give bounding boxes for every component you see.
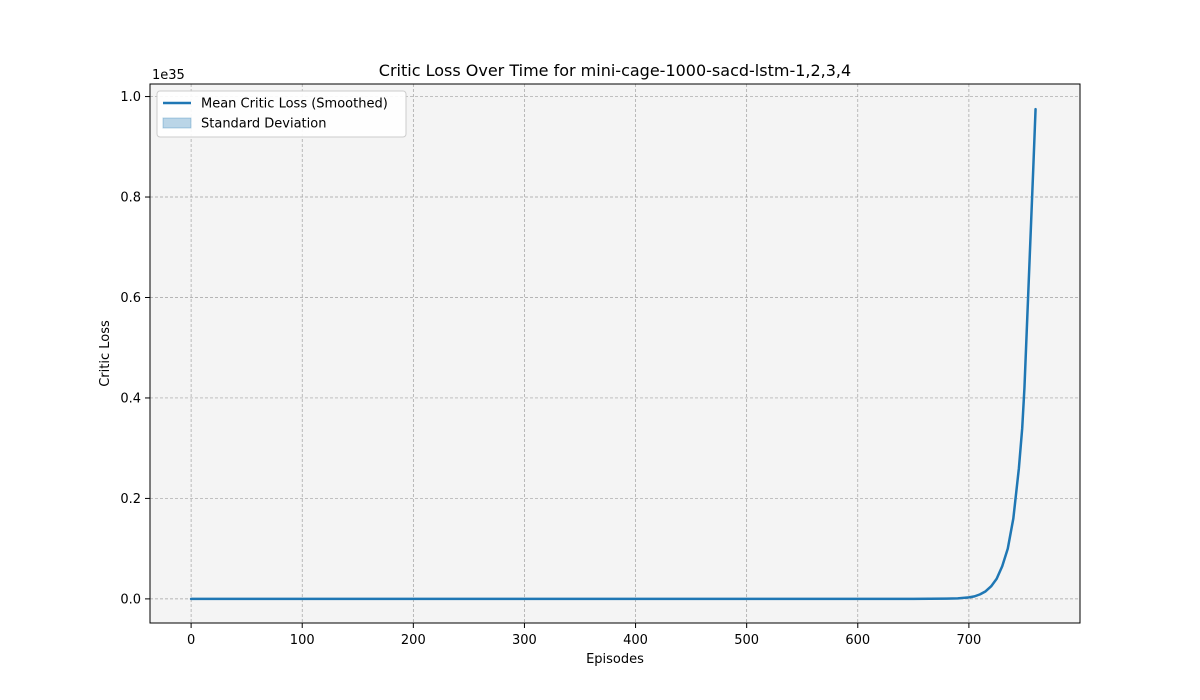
- x-tick-label: 600: [845, 633, 870, 648]
- x-axis-ticks: 0 100 200 300 400 500 600 700: [187, 623, 981, 648]
- y-tick-label: 0.8: [120, 191, 141, 206]
- y-tick-label: 0.0: [120, 592, 141, 607]
- legend-label-mean: Mean Critic Loss (Smoothed): [201, 97, 388, 112]
- legend-label-std: Standard Deviation: [201, 117, 326, 132]
- plot-area: [150, 84, 1080, 623]
- plot-frame: [149, 83, 1081, 624]
- x-tick-label: 0: [187, 633, 195, 648]
- series-line-mean-critic-loss: [189, 107, 1037, 601]
- y-tick-label: 1.0: [120, 90, 141, 105]
- x-tick-label: 700: [956, 633, 981, 648]
- y-tick-label: 0.6: [120, 291, 141, 306]
- y-axis-ticks: 0.0 0.2 0.4 0.6 0.8 1.0: [120, 90, 150, 607]
- legend-patch-swatch: [162, 117, 192, 129]
- y-axis-label: Critic Loss: [98, 320, 113, 387]
- x-tick-label: 300: [512, 633, 537, 648]
- x-tick-label: 100: [290, 633, 315, 648]
- x-tick-label: 400: [623, 633, 648, 648]
- legend-box: [156, 90, 407, 138]
- legend: Mean Critic Loss (Smoothed) Standard Dev…: [156, 90, 407, 138]
- chart-title: Critic Loss Over Time for mini-cage-1000…: [379, 61, 851, 80]
- x-tick-label: 500: [734, 633, 759, 648]
- y-axis-offset-label: 1e35: [152, 68, 185, 83]
- x-axis-label: Episodes: [586, 652, 644, 667]
- y-tick-label: 0.2: [120, 492, 141, 507]
- y-tick-label: 0.4: [120, 391, 141, 406]
- x-tick-label: 200: [401, 633, 426, 648]
- series-layer: [189, 107, 1037, 601]
